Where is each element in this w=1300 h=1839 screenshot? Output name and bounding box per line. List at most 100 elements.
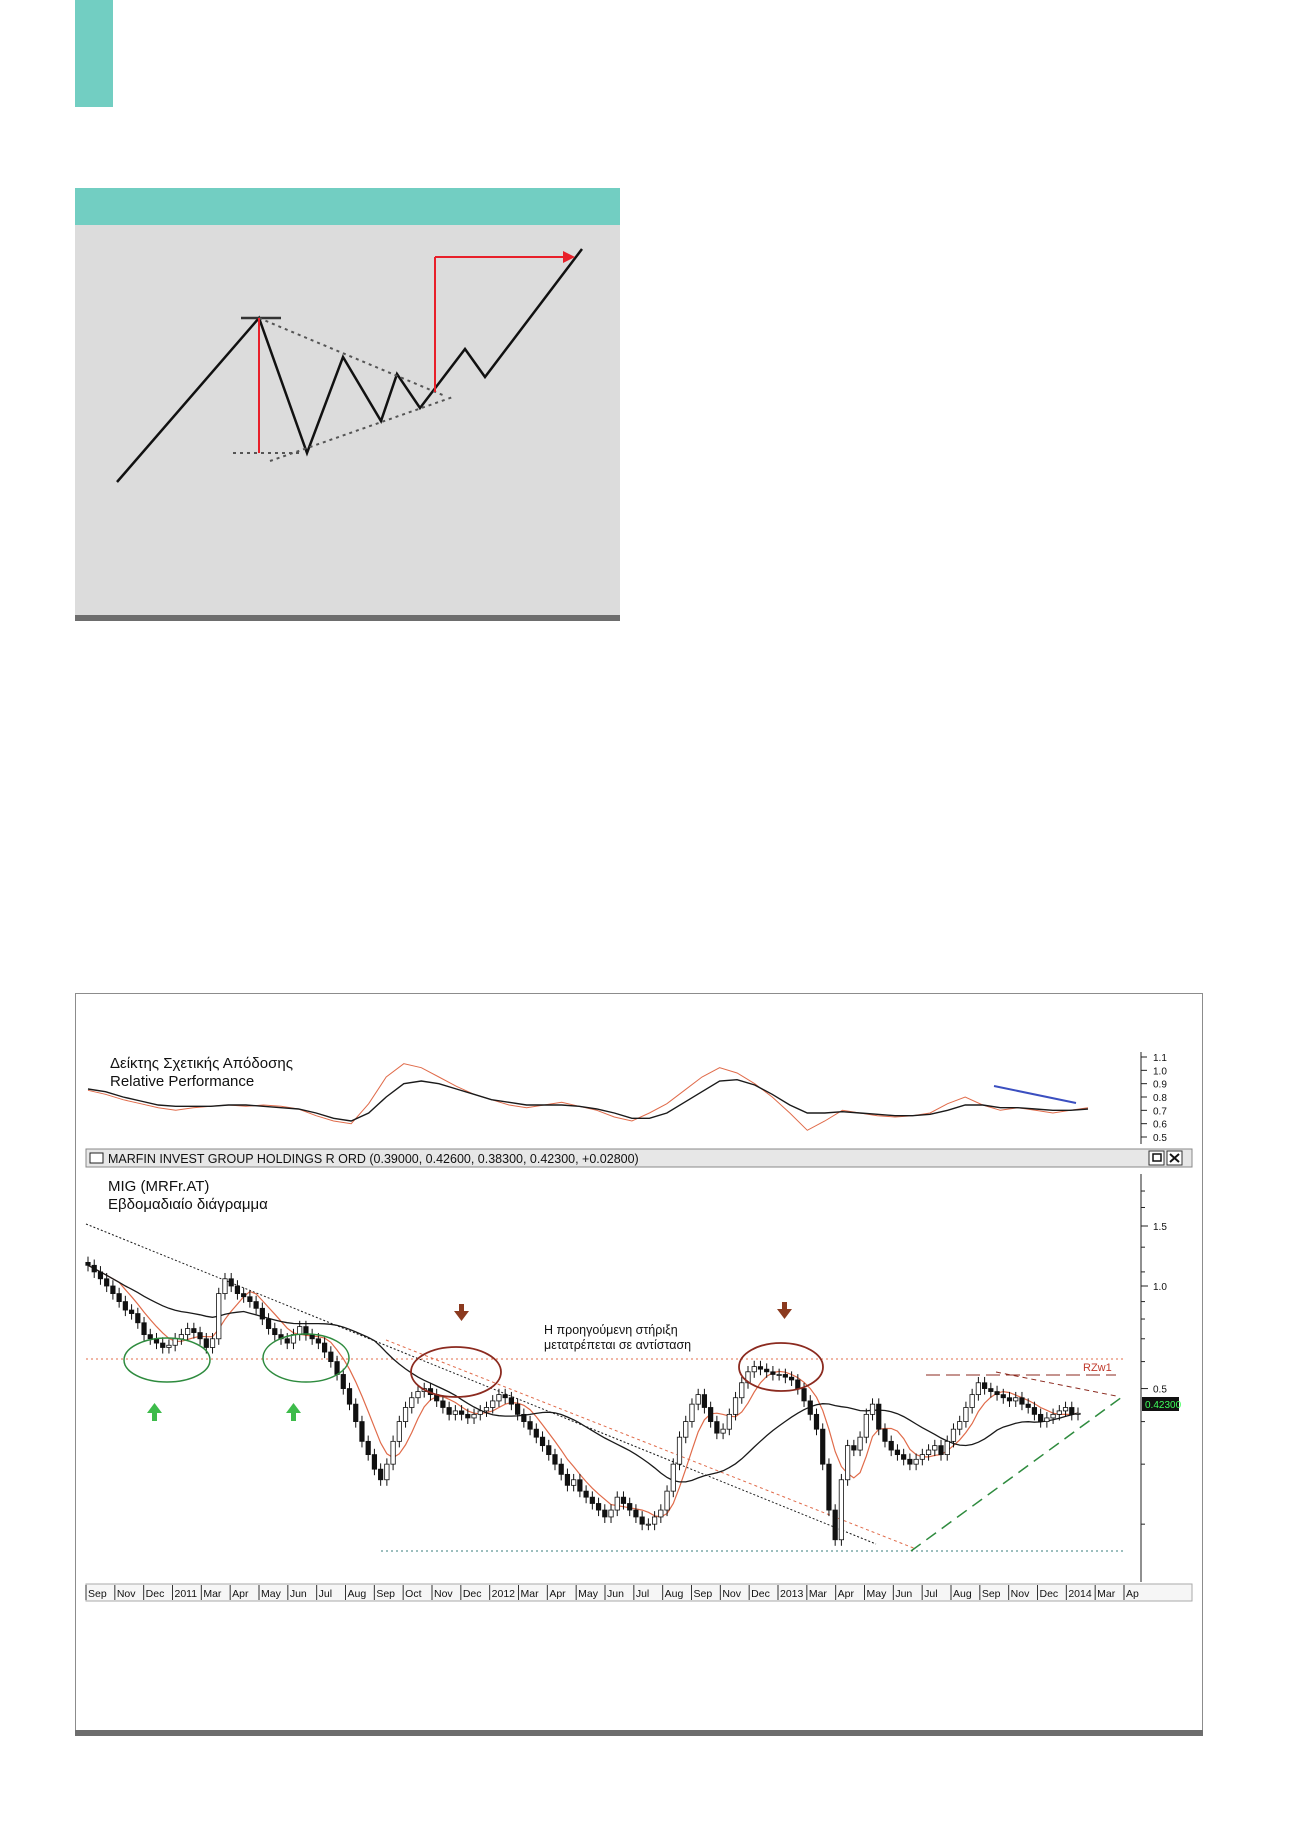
rp-tick-label: 0.8: [1153, 1093, 1167, 1104]
candle-body: [365, 1440, 371, 1456]
candle-body: [315, 1338, 321, 1344]
candle-body: [838, 1479, 844, 1541]
candle-body: [664, 1490, 670, 1511]
candle-body: [645, 1523, 651, 1526]
candle-body: [801, 1388, 807, 1402]
candle-body: [91, 1264, 97, 1273]
candle-body: [309, 1334, 315, 1340]
x-tick-label: Apr: [232, 1588, 249, 1600]
candle-body: [627, 1503, 633, 1511]
lower-trendline: [269, 396, 454, 462]
candle-body: [957, 1421, 963, 1430]
candle-body: [147, 1334, 153, 1340]
candle-body: [265, 1318, 272, 1329]
candle-body: [1069, 1407, 1075, 1415]
candle-body: [676, 1436, 683, 1465]
candle-body: [994, 1391, 1000, 1396]
x-tick-label: Sep: [88, 1588, 107, 1600]
resistance-circle-2: [738, 1342, 824, 1392]
up-arrow-icon-1: [147, 1403, 162, 1421]
price-tick-label: 1.0: [1153, 1282, 1167, 1293]
price-title: MIG (MRFr.AT): [108, 1178, 209, 1195]
candle-body: [135, 1313, 141, 1324]
candle-body: [259, 1307, 265, 1320]
candle-body: [477, 1410, 483, 1415]
candle-body: [521, 1413, 527, 1422]
last-price-box: [1142, 1397, 1179, 1411]
candle-body: [913, 1458, 919, 1465]
close-button[interactable]: [1166, 1150, 1183, 1166]
x-tick-label: Oct: [405, 1588, 421, 1600]
candle-body: [284, 1338, 290, 1344]
candle-body: [608, 1509, 614, 1518]
candle-body: [907, 1458, 913, 1465]
candle-body: [409, 1397, 415, 1408]
candle-body: [1050, 1413, 1056, 1419]
price-tick-label: 0.5: [1153, 1385, 1167, 1396]
maximize-button[interactable]: [1148, 1150, 1165, 1166]
candle-body: [633, 1509, 639, 1518]
candle-body: [701, 1394, 708, 1408]
x-tick-label: Jun: [895, 1588, 912, 1600]
candle-body: [172, 1338, 178, 1346]
candle-body: [1013, 1397, 1019, 1402]
rp-tick-label: 0.9: [1153, 1080, 1167, 1091]
x-tick-label: Sep: [694, 1588, 713, 1600]
candle-body: [128, 1309, 135, 1314]
candle-body: [209, 1338, 216, 1348]
candle-body: [490, 1400, 496, 1408]
candle-body: [1031, 1407, 1038, 1415]
x-tick-label: Mar: [203, 1588, 222, 1600]
candle-body: [160, 1342, 166, 1348]
candle-body: [458, 1410, 465, 1415]
rp-subtitle: Relative Performance: [110, 1073, 254, 1090]
candle-body: [104, 1278, 110, 1287]
candle-body: [683, 1421, 689, 1438]
up-arrow-icon-2: [286, 1403, 301, 1421]
triangle-upper-line: [995, 1371, 1117, 1397]
candle-body: [751, 1366, 757, 1373]
candle-body: [919, 1454, 925, 1460]
candle-body: [203, 1338, 209, 1348]
candle-body: [925, 1449, 932, 1456]
candle-body: [539, 1436, 546, 1447]
candle-body: [726, 1413, 732, 1430]
candle-body: [402, 1407, 409, 1422]
x-tick-label: 2012: [492, 1588, 516, 1600]
candle-body: [932, 1445, 938, 1451]
candle-body: [714, 1421, 720, 1434]
candle-body: [807, 1400, 813, 1415]
support-circle-1: [123, 1337, 211, 1383]
candle-body: [496, 1394, 502, 1402]
rzw1-label: RZw1: [1083, 1362, 1112, 1374]
chart-footer: [75, 1730, 1203, 1736]
chart-canvas: Δείκτης Σχετικής Απόδοσης Relative Perfo…: [85, 1052, 1193, 1602]
x-tick-label: Dec: [146, 1588, 165, 1600]
candle-body: [552, 1454, 558, 1465]
x-tick-label: Jul: [636, 1588, 649, 1600]
candle-body: [502, 1394, 508, 1399]
candle-body: [708, 1407, 714, 1422]
candle-body: [546, 1445, 552, 1456]
mig-chart: Δείκτης Σχετικής Απόδοσης Relative Perfo…: [75, 993, 1203, 1734]
candle-body: [378, 1468, 384, 1481]
candle-body: [253, 1301, 259, 1309]
candle-body: [353, 1403, 359, 1422]
candle-body: [452, 1410, 458, 1415]
candle-body: [1044, 1417, 1050, 1422]
candle-body: [1075, 1412, 1081, 1415]
x-tick-label: Nov: [117, 1588, 136, 1600]
rising-trendline: [910, 1396, 1123, 1552]
candle-body: [944, 1440, 950, 1456]
candle-body: [440, 1400, 446, 1408]
candle-body: [938, 1445, 944, 1456]
candle-body: [782, 1374, 788, 1378]
candle-body: [1056, 1410, 1062, 1415]
down-arrow-icon-2: [777, 1302, 792, 1319]
x-tick-label: 2014: [1068, 1588, 1092, 1600]
x-tick-label: Jul: [319, 1588, 332, 1600]
candle-body: [166, 1344, 172, 1348]
page-accent-bar: [75, 0, 113, 107]
candle-body: [110, 1285, 116, 1294]
annotation-line1: Η προηγούμενη στήριξη: [544, 1323, 678, 1337]
